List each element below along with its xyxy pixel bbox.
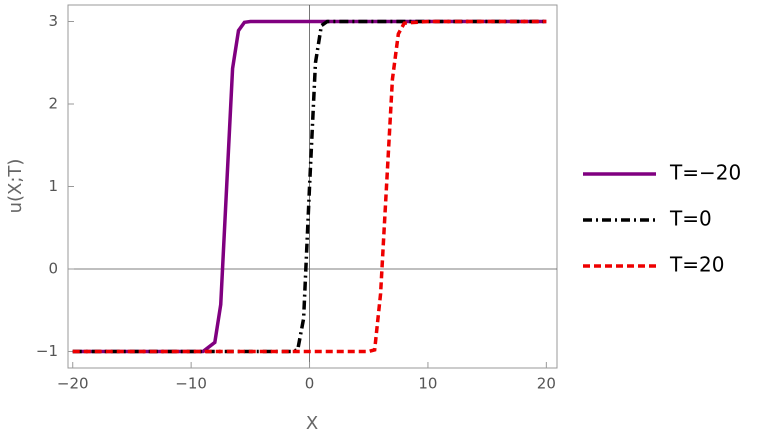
- y-tick-label: −1: [36, 342, 58, 360]
- x-axis-title: X: [306, 413, 318, 434]
- y-tick-label: 3: [48, 12, 58, 30]
- legend-label: T=20: [669, 253, 724, 277]
- x-tick-label: −20: [57, 375, 89, 393]
- legend-label: T=−20: [669, 161, 741, 185]
- y-axis-title: u(X;T): [5, 159, 26, 214]
- x-tick-label: −10: [175, 375, 207, 393]
- plot-frame: [67, 4, 558, 369]
- y-tick-label: 2: [48, 95, 58, 113]
- x-tick-label: 20: [537, 375, 556, 393]
- y-tick-label: 0: [48, 260, 58, 278]
- x-tick-label: 0: [305, 375, 315, 393]
- series-line: [72, 19, 547, 354]
- x-tick-label: 10: [418, 375, 437, 393]
- y-tick-label: 1: [48, 177, 58, 195]
- series-line: [72, 19, 547, 354]
- legend-label: T=0: [669, 207, 712, 231]
